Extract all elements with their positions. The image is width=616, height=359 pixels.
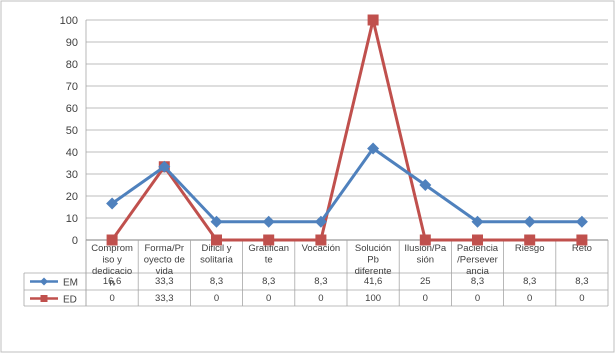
x-tick-label: Paciencia [457, 243, 499, 254]
data-point-ed [576, 234, 588, 246]
data-point-ed [211, 234, 222, 246]
table-value: 0 [579, 293, 584, 304]
y-axis-ticks: 0 10 20 30 40 50 60 70 80 90 100 [60, 15, 78, 247]
data-point-ed [106, 234, 118, 246]
y-tick-label: 60 [66, 103, 78, 115]
data-point-ed [524, 234, 536, 246]
y-tick-label: 20 [66, 191, 78, 203]
table-value: 8,3 [314, 276, 327, 287]
table-value: 0 [214, 293, 219, 304]
table-value: 25 [420, 276, 431, 287]
data-point-em [575, 215, 588, 228]
data-point-em [158, 160, 171, 173]
x-tick-label: Ilusión/Pa [404, 243, 446, 254]
data-point-em [471, 215, 484, 228]
x-tick-label: Comprom [91, 243, 133, 254]
x-tick-label: sión [417, 255, 434, 266]
table-value: 0 [109, 293, 114, 304]
x-tick-label: iso y [102, 255, 122, 266]
series-lines [106, 14, 588, 246]
legend-marker-em [40, 277, 48, 286]
x-tick-label: oyecto de [144, 255, 185, 266]
data-point-em [419, 179, 432, 191]
table-value: 8,3 [523, 276, 536, 287]
x-tick-label: Solución [355, 243, 391, 254]
x-tick-label: n [109, 278, 114, 289]
data-point-ed [315, 234, 327, 246]
y-tick-label: 90 [66, 37, 78, 49]
table-value: 0 [318, 293, 323, 304]
x-tick-label: ancia [466, 266, 489, 277]
x-tick-label: solitaria [200, 255, 233, 266]
table-value: 8,3 [262, 276, 275, 287]
legend-marker-ed [40, 295, 48, 302]
data-point-em [106, 197, 119, 210]
x-tick-label: Pb [367, 255, 379, 266]
x-tick-label: diferente [355, 266, 392, 277]
x-tick-label: Dificil y [201, 243, 231, 254]
y-tick-label: 70 [66, 81, 78, 93]
table-value: 33,3 [155, 293, 174, 304]
x-tick-label: Gratifican [248, 243, 289, 254]
x-tick-label: Riesgo [515, 243, 545, 254]
legend-label: ED [63, 295, 77, 306]
data-point-ed [263, 234, 275, 246]
y-tick-label: 0 [72, 235, 78, 247]
y-tick-label: 80 [66, 59, 78, 71]
data-point-em [210, 215, 223, 228]
series-line-ed [110, 18, 582, 242]
data-point-em [314, 215, 327, 228]
table-value: 8,3 [575, 276, 588, 287]
data-point-em [523, 215, 536, 228]
table-value: 0 [423, 293, 428, 304]
table-value: 41,6 [364, 276, 383, 287]
series-line-em [111, 146, 582, 224]
x-tick-label: Forma/Pr [145, 243, 185, 254]
data-point-ed [419, 234, 431, 246]
y-tick-label: 100 [60, 15, 78, 27]
table-value: 8,3 [210, 276, 223, 287]
table-value: 0 [266, 293, 271, 304]
data-point-ed [472, 234, 483, 246]
data-point-ed [367, 14, 379, 26]
x-tick-label: Reto [572, 243, 592, 254]
y-tick-label: 40 [66, 147, 78, 159]
table-value: 100 [365, 293, 381, 304]
table-value: 8,3 [471, 276, 484, 287]
x-tick-label: te [265, 255, 273, 266]
y-tick-label: 50 [66, 125, 78, 137]
x-tick-label: /Persever [457, 255, 498, 266]
table-value: 16,6 [103, 276, 122, 287]
table-value: 0 [475, 293, 480, 304]
x-tick-label: dedicacio [92, 266, 132, 277]
table-value: 0 [527, 293, 532, 304]
data-point-em [367, 142, 380, 155]
y-tick-label: 10 [66, 213, 78, 225]
table-value: 33,3 [155, 276, 174, 287]
legend-label: EM [63, 278, 78, 289]
y-tick-label: 30 [66, 169, 78, 181]
data-point-em [262, 215, 275, 228]
x-tick-label: vida [156, 266, 174, 277]
x-tick-label: Vocación [302, 243, 341, 254]
